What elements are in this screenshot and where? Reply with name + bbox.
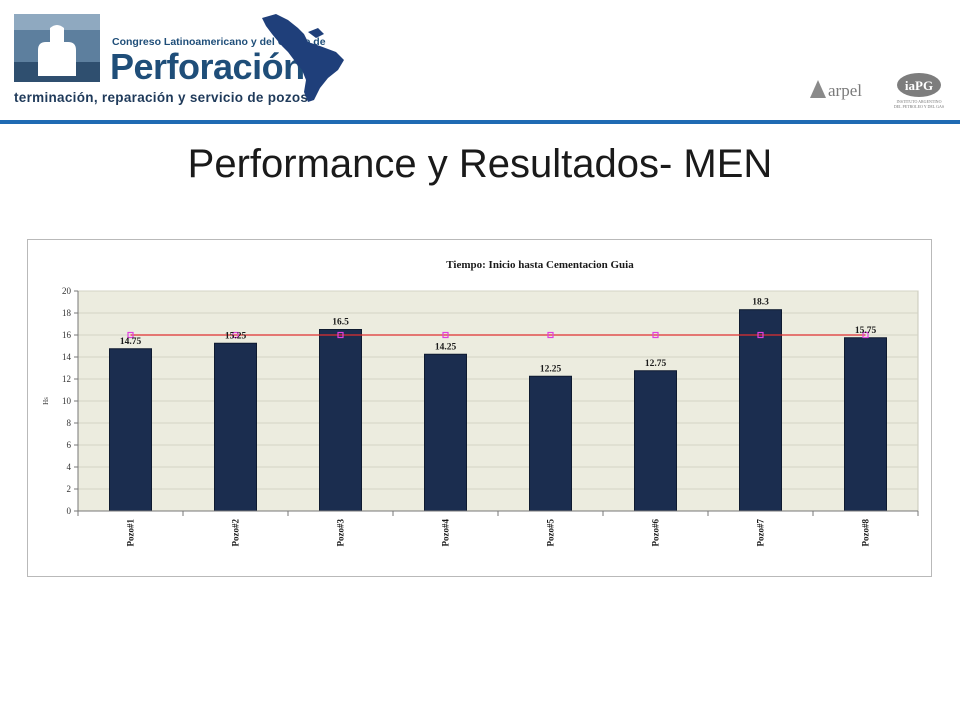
iapg-sub-line-1: INSTITUTO ARGENTINO xyxy=(897,99,942,104)
reference-marker xyxy=(757,331,764,339)
arpel-label: arpel xyxy=(828,81,862,100)
x-tick-label: Pozo#3 xyxy=(336,519,346,547)
brand-name: Perforación xyxy=(110,46,305,87)
value-label: 12.75 xyxy=(645,359,667,369)
y-tick-label: 6 xyxy=(67,440,72,450)
arpel-logo-icon: arpel xyxy=(810,80,862,100)
bar xyxy=(319,329,362,512)
x-tick-label: Pozo#1 xyxy=(126,519,136,547)
bars xyxy=(109,309,887,512)
bar xyxy=(634,370,677,512)
y-axis: 0 2 4 6 8 10 12 14 16 18 20 xyxy=(62,286,79,516)
y-tick-label: 8 xyxy=(67,418,72,428)
reference-marker xyxy=(652,331,659,339)
value-label: 14.25 xyxy=(435,342,457,352)
chart-frame: Tiempo: Inicio hasta Cementacion Guia 0 2… xyxy=(27,239,932,577)
y-tick-label: 4 xyxy=(67,462,72,472)
iapg-logo-icon: iaPG INSTITUTO ARGENTINO DEL PETROLEO Y … xyxy=(894,73,944,109)
reference-marker xyxy=(337,331,344,339)
reference-marker xyxy=(442,331,449,339)
value-label: 14.75 xyxy=(120,337,142,347)
slide-header: Congreso Latinoamericano y del Caribe de… xyxy=(0,0,960,125)
y-tick-label: 16 xyxy=(62,330,72,340)
reference-line xyxy=(127,331,869,339)
reference-marker xyxy=(862,331,869,339)
reference-marker xyxy=(232,331,239,339)
value-label: 15.25 xyxy=(225,331,247,341)
x-axis: Pozo#1 Pozo#2 Pozo#3 Pozo#4 Pozo#5 Pozo#6 Pozo… xyxy=(77,510,919,547)
bar xyxy=(529,375,572,512)
congress-logo-icon xyxy=(14,14,100,82)
x-tick-label: Pozo#4 xyxy=(441,519,451,547)
bar xyxy=(424,353,467,512)
bar xyxy=(214,342,257,512)
bar xyxy=(844,337,887,512)
value-label: 15.75 xyxy=(855,326,877,336)
y-tick-label: 20 xyxy=(62,286,72,296)
latin-america-map-icon xyxy=(262,14,344,102)
iapg-label: iaPG xyxy=(905,78,933,93)
x-tick-label: Pozo#6 xyxy=(651,519,661,547)
x-tick-label: Pozo#5 xyxy=(546,519,556,547)
y-tick-label: 2 xyxy=(67,484,72,494)
bar-chart: Tiempo: Inicio hasta Cementacion Guia 0 2… xyxy=(42,259,919,547)
y-tick-label: 12 xyxy=(62,374,71,384)
header-rule xyxy=(0,120,960,124)
y-tick-label: 18 xyxy=(62,308,72,318)
congress-line: Congreso Latinoamericano y del Caribe de xyxy=(112,36,326,48)
value-labels: 14.75 15.25 16.5 14.25 12.25 12.75 18.3 15.75 xyxy=(120,298,877,375)
bar xyxy=(109,348,152,512)
y-tick-label: 0 xyxy=(67,506,72,516)
x-tick-label: Pozo#7 xyxy=(756,519,766,547)
y-tick-label: 14 xyxy=(62,352,72,362)
bar xyxy=(739,309,782,512)
slide-title: Performance y Resultados- MEN xyxy=(187,142,773,186)
x-tick-label: Pozo#8 xyxy=(861,519,871,547)
iapg-sub-line-2: DEL PETROLEO Y DEL GAS xyxy=(894,104,944,109)
value-label: 12.25 xyxy=(540,364,562,374)
value-label: 18.3 xyxy=(752,298,769,308)
value-label: 16.5 xyxy=(332,318,349,328)
reference-marker xyxy=(127,331,134,339)
y-axis-label: Hs xyxy=(42,397,50,405)
y-tick-label: 10 xyxy=(62,396,72,406)
chart-title: Tiempo: Inicio hasta Cementacion Guia xyxy=(446,259,634,271)
brand-subtitle: terminación, reparación y servicio de po… xyxy=(14,90,309,105)
x-tick-label: Pozo#2 xyxy=(231,519,241,547)
reference-marker xyxy=(547,331,554,339)
